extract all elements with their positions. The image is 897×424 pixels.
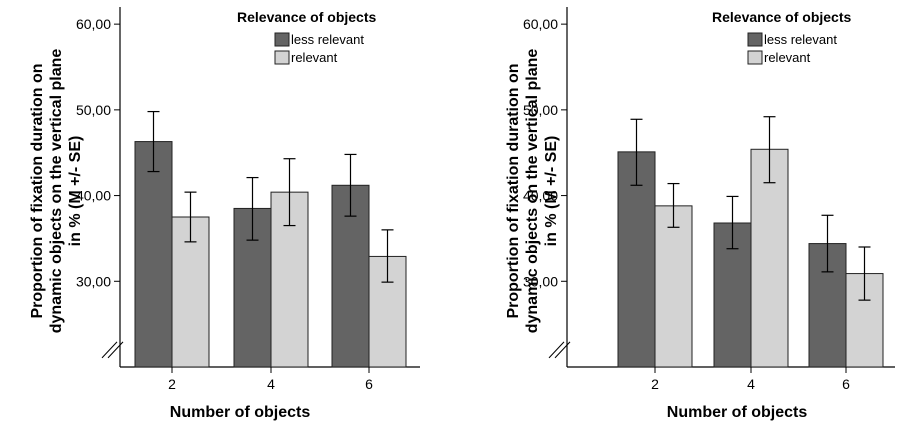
chart-1-legend-label-less-relevant: less relevant [291, 32, 364, 47]
chart-2-x-tick-label: 2 [651, 376, 659, 392]
chart-2-x-tick-label: 4 [747, 376, 755, 392]
chart-2: 30,00 40,00 50,00 60,00 2 4 6 Number of objects… [505, 7, 895, 421]
chart-2-legend-label-less-relevant: less relevant [764, 32, 837, 47]
chart-2-y-tick-label: 60,00 [523, 16, 558, 32]
chart-2-legend-swatch-relevant [747, 50, 763, 65]
chart-1-x-tick-label: 2 [168, 376, 176, 392]
chart-1-y-axis-title: Proportion of fixation duration on dynami… [29, 49, 84, 334]
chart-2-x-tick-label: 6 [842, 376, 850, 392]
chart-1-axis-break-mark [107, 341, 124, 359]
chart-2-axis-break-mark [548, 341, 565, 359]
chart-1: 30,00 40,00 50,00 60,00 2 4 6 Number of objects… [29, 7, 420, 421]
chart-1-y-tick-label: 30,00 [76, 273, 111, 289]
chart-2-legend-label-relevant: relevant [764, 50, 811, 65]
chart-1-y-tick-label: 60,00 [76, 16, 111, 32]
chart-2-y-axis-title: Proportion of fixation duration on dynami… [505, 49, 560, 334]
chart-2-x-axis-title: Number of objects [667, 404, 808, 421]
chart-2-legend: Relevance of objects less relevant relevan… [712, 9, 851, 65]
chart-1-x-tick-label: 4 [267, 376, 275, 392]
chart-1-axis-break-mark [101, 341, 118, 359]
chart-1-x-tick-label: 6 [365, 376, 373, 392]
chart-2-legend-title: Relevance of objects [712, 9, 851, 25]
chart-1-x-axis-title: Number of objects [170, 404, 311, 421]
chart-2-y-tick-label: 50,00 [523, 102, 558, 118]
chart-1-y-tick-label: 40,00 [76, 188, 111, 204]
chart-2-y-tick-label: 40,00 [523, 188, 558, 204]
chart-1-y-tick-label: 50,00 [76, 102, 111, 118]
chart-1-legend: Relevance of objects less relevant relevan… [237, 9, 376, 65]
chart-2-bar-relevant-2 [654, 205, 693, 368]
chart-1-bar-less-relevant-2 [134, 141, 173, 368]
chart-2-bar-relevant-4 [750, 148, 789, 368]
chart-2-axis-break-mark [554, 341, 571, 359]
chart-1-legend-swatch-less-relevant [274, 32, 290, 47]
chart-1-legend-title: Relevance of objects [237, 9, 376, 25]
chart-1-legend-swatch-relevant [274, 50, 290, 65]
chart-1-legend-label-relevant: relevant [291, 50, 338, 65]
chart-2-y-tick-label: 30,00 [523, 273, 558, 289]
chart-2-legend-swatch-less-relevant [747, 32, 763, 47]
